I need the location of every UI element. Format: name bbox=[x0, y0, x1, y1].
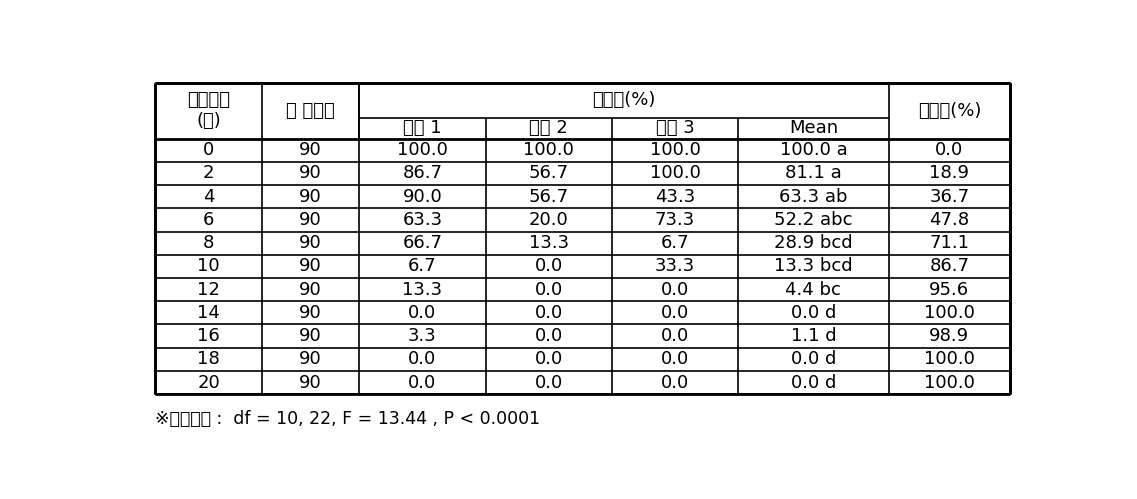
Text: 63.3: 63.3 bbox=[402, 211, 442, 229]
Text: 36.7: 36.7 bbox=[929, 188, 970, 206]
Text: 86.7: 86.7 bbox=[929, 257, 970, 275]
Text: 95.6: 95.6 bbox=[929, 280, 970, 298]
Text: 86.7: 86.7 bbox=[402, 165, 442, 183]
Text: 1.1 d: 1.1 d bbox=[790, 327, 836, 345]
Text: 90: 90 bbox=[299, 350, 322, 368]
Text: 4: 4 bbox=[204, 188, 215, 206]
Text: 90: 90 bbox=[299, 327, 322, 345]
Text: 16: 16 bbox=[198, 327, 221, 345]
Text: 100.0: 100.0 bbox=[924, 350, 974, 368]
Text: 100.0: 100.0 bbox=[924, 374, 974, 392]
Text: 0.0 d: 0.0 d bbox=[790, 350, 836, 368]
Text: 0.0: 0.0 bbox=[936, 141, 963, 159]
Text: 100.0: 100.0 bbox=[523, 141, 574, 159]
Text: 14: 14 bbox=[198, 304, 221, 322]
Text: 90: 90 bbox=[299, 188, 322, 206]
Text: 0: 0 bbox=[204, 141, 215, 159]
Text: 0.0 d: 0.0 d bbox=[790, 374, 836, 392]
Text: 81.1 a: 81.1 a bbox=[785, 165, 841, 183]
Text: 100.0: 100.0 bbox=[649, 141, 700, 159]
Text: 47.8: 47.8 bbox=[929, 211, 970, 229]
Text: 8: 8 bbox=[204, 234, 215, 252]
Text: 90: 90 bbox=[299, 211, 322, 229]
Text: 56.7: 56.7 bbox=[529, 188, 568, 206]
Text: 13.3: 13.3 bbox=[529, 234, 568, 252]
Text: 28.9 bcd: 28.9 bcd bbox=[774, 234, 853, 252]
Text: ※통계분석 :  df = 10, 22, F = 13.44 , P < 0.0001: ※통계분석 : df = 10, 22, F = 13.44 , P < 0.0… bbox=[156, 410, 540, 428]
Text: 4.4 bc: 4.4 bc bbox=[786, 280, 841, 298]
Text: 43.3: 43.3 bbox=[655, 188, 695, 206]
Text: 71.1: 71.1 bbox=[929, 234, 970, 252]
Text: 0.0 d: 0.0 d bbox=[790, 304, 836, 322]
Text: 98.9: 98.9 bbox=[929, 327, 970, 345]
Text: 사망률(%): 사망률(%) bbox=[918, 102, 981, 120]
Text: 12: 12 bbox=[198, 280, 221, 298]
Text: 6: 6 bbox=[204, 211, 215, 229]
Text: 0.0: 0.0 bbox=[534, 257, 563, 275]
Text: 90: 90 bbox=[299, 280, 322, 298]
Text: 3.3: 3.3 bbox=[408, 327, 437, 345]
Text: 6.7: 6.7 bbox=[661, 234, 689, 252]
Text: 0.0: 0.0 bbox=[534, 350, 563, 368]
Text: 0.0: 0.0 bbox=[661, 350, 689, 368]
Text: 73.3: 73.3 bbox=[655, 211, 695, 229]
Text: 처리시간
(일): 처리시간 (일) bbox=[188, 91, 231, 130]
Text: 63.3 ab: 63.3 ab bbox=[779, 188, 848, 206]
Text: 0.0: 0.0 bbox=[534, 304, 563, 322]
Text: 10: 10 bbox=[198, 257, 221, 275]
Text: 90: 90 bbox=[299, 257, 322, 275]
Text: 33.3: 33.3 bbox=[655, 257, 695, 275]
Text: 100.0: 100.0 bbox=[649, 165, 700, 183]
Text: 반복 1: 반복 1 bbox=[404, 119, 442, 137]
Text: 20.0: 20.0 bbox=[529, 211, 568, 229]
Text: 13.3: 13.3 bbox=[402, 280, 442, 298]
Text: 총 조사수: 총 조사수 bbox=[287, 102, 335, 120]
Text: 90: 90 bbox=[299, 234, 322, 252]
Text: 100.0: 100.0 bbox=[924, 304, 974, 322]
Text: 90: 90 bbox=[299, 165, 322, 183]
Text: 66.7: 66.7 bbox=[402, 234, 442, 252]
Text: 90: 90 bbox=[299, 304, 322, 322]
Text: 0.0: 0.0 bbox=[534, 374, 563, 392]
Text: 18: 18 bbox=[198, 350, 221, 368]
Text: 반복 3: 반복 3 bbox=[656, 119, 695, 137]
Text: 20: 20 bbox=[198, 374, 221, 392]
Text: 90: 90 bbox=[299, 141, 322, 159]
Text: 100.0: 100.0 bbox=[397, 141, 448, 159]
Text: 반복 2: 반복 2 bbox=[530, 119, 568, 137]
Text: 0.0: 0.0 bbox=[408, 374, 437, 392]
Text: 100.0 a: 100.0 a bbox=[780, 141, 847, 159]
Text: 0.0: 0.0 bbox=[661, 280, 689, 298]
Text: 0.0: 0.0 bbox=[661, 374, 689, 392]
Text: 0.0: 0.0 bbox=[661, 304, 689, 322]
Text: 52.2 abc: 52.2 abc bbox=[774, 211, 853, 229]
Text: 2: 2 bbox=[204, 165, 215, 183]
Text: 0.0: 0.0 bbox=[534, 327, 563, 345]
Text: 0.0: 0.0 bbox=[661, 327, 689, 345]
Text: 6.7: 6.7 bbox=[408, 257, 437, 275]
Text: 18.9: 18.9 bbox=[929, 165, 970, 183]
Text: 0.0: 0.0 bbox=[408, 304, 437, 322]
Text: 90.0: 90.0 bbox=[402, 188, 442, 206]
Text: 0.0: 0.0 bbox=[534, 280, 563, 298]
Text: 생존율(%): 생존율(%) bbox=[592, 91, 656, 109]
Text: 13.3 bcd: 13.3 bcd bbox=[774, 257, 853, 275]
Text: 90: 90 bbox=[299, 374, 322, 392]
Text: 56.7: 56.7 bbox=[529, 165, 568, 183]
Text: 0.0: 0.0 bbox=[408, 350, 437, 368]
Text: Mean: Mean bbox=[789, 119, 838, 137]
